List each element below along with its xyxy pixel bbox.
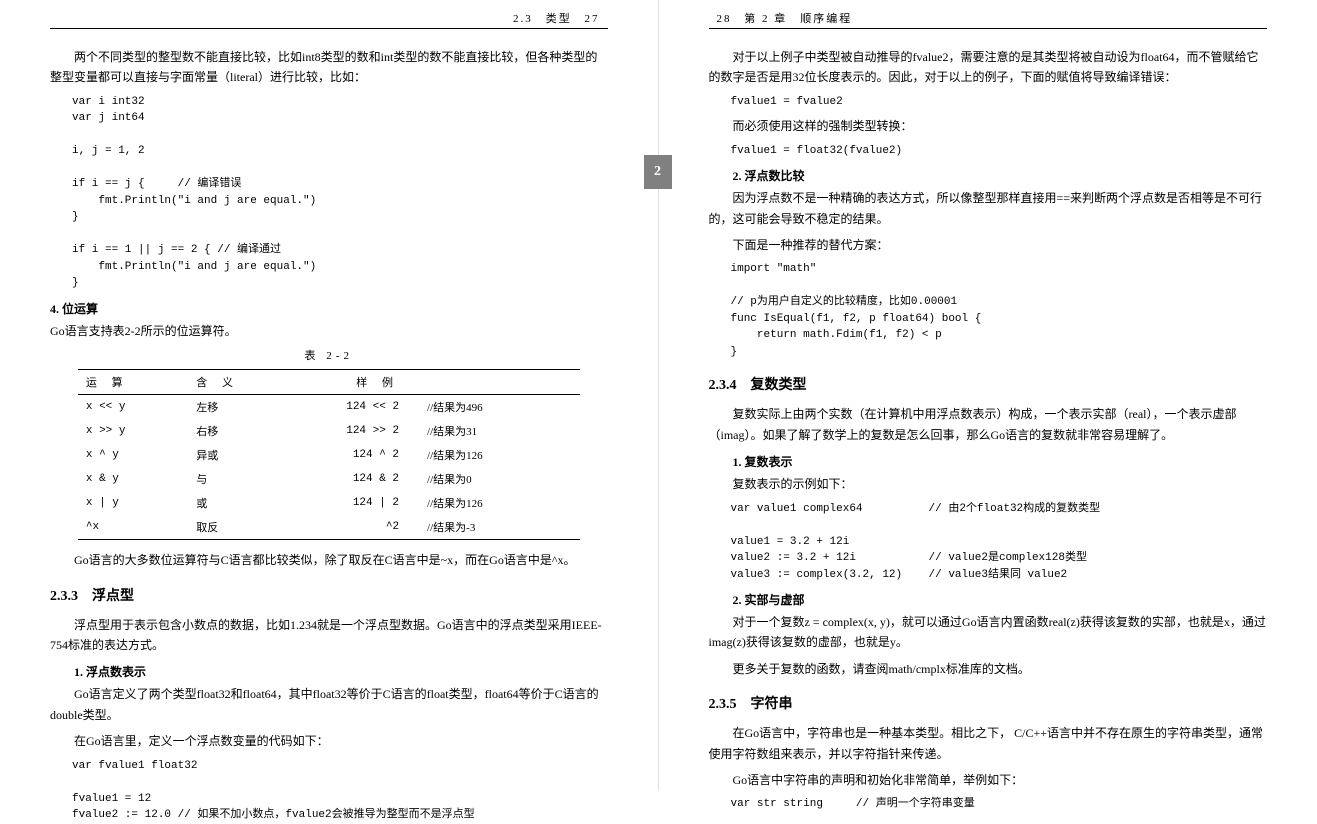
paragraph: Go语言定义了两个类型float32和float64，其中float32等价于C… <box>50 684 608 725</box>
paragraph: Go语言中字符串的声明和初始化非常简单，举例如下： <box>709 770 1268 790</box>
table-row: x >> y右移124 >> 2//结果为31 <box>78 419 580 443</box>
table-header: 运 算 <box>78 370 188 395</box>
table-cell: 与 <box>188 467 278 491</box>
paragraph: 对于一个复数z = complex(x, y)，就可以通过Go语言内置函数rea… <box>709 612 1268 653</box>
table-header <box>419 370 580 395</box>
table-cell: //结果为126 <box>419 443 580 467</box>
table-cell: //结果为496 <box>419 395 580 420</box>
table-row: x << y左移124 << 2//结果为496 <box>78 395 580 420</box>
paragraph: 复数表示的示例如下： <box>709 474 1268 494</box>
header-section: 2.3 类型 <box>513 13 572 25</box>
page-right: 28 第 2 章 顺序编程 对于以上例子中类型被自动推导的fvalue2，需要注… <box>659 0 1317 790</box>
page-number: 27 <box>585 13 600 25</box>
code-block: fvalue1 = float32(fvalue2) <box>731 143 1268 160</box>
section-title: 4. 位运算 <box>50 300 608 317</box>
paragraph: 下面是一种推荐的替代方案： <box>709 235 1268 255</box>
header-section: 第 2 章 顺序编程 <box>744 13 852 25</box>
paragraph: 浮点型用于表示包含小数点的数据，比如1.234就是一个浮点型数据。Go语言中的浮… <box>50 615 608 656</box>
paragraph: 在Go语言里，定义一个浮点数变量的代码如下： <box>50 731 608 751</box>
paragraph: 复数实际上由两个实数（在计算机中用浮点数表示）构成，一个表示实部（real），一… <box>709 404 1268 445</box>
table-row: ^x取反^2//结果为-3 <box>78 515 580 540</box>
table-cell: 124 & 2 <box>279 467 419 491</box>
table-caption: 表 2-2 <box>50 347 608 363</box>
table-cell: 124 ^ 2 <box>279 443 419 467</box>
table-cell: 124 >> 2 <box>279 419 419 443</box>
table-cell: ^x <box>78 515 188 540</box>
table-cell: //结果为0 <box>419 467 580 491</box>
paragraph: 对于以上例子中类型被自动推导的fvalue2，需要注意的是其类型将被自动设为fl… <box>709 47 1268 88</box>
page-header-right: 28 第 2 章 顺序编程 <box>709 10 1268 29</box>
paragraph: 在Go语言中，字符串也是一种基本类型。相比之下， C/C++语言中并不存在原生的… <box>709 723 1268 764</box>
code-block: import "math" // p为用户自定义的比较精度，比如0.00001 … <box>731 261 1268 360</box>
code-block: fvalue1 = fvalue2 <box>731 94 1268 111</box>
table-header: 含 义 <box>188 370 278 395</box>
table-cell: //结果为-3 <box>419 515 580 540</box>
table-cell: x & y <box>78 467 188 491</box>
table-cell: x << y <box>78 395 188 420</box>
table-cell: 或 <box>188 491 278 515</box>
bitop-table: 运 算 含 义 样 例 x << y左移124 << 2//结果为496x >>… <box>78 369 580 540</box>
table-cell: //结果为126 <box>419 491 580 515</box>
table-cell: 取反 <box>188 515 278 540</box>
table-cell: 右移 <box>188 419 278 443</box>
table-cell: 左移 <box>188 395 278 420</box>
section-title: 2. 浮点数比较 <box>733 167 1268 184</box>
code-block: var i int32 var j int64 i, j = 1, 2 if i… <box>72 94 608 292</box>
section-title: 2. 实部与虚部 <box>733 591 1268 608</box>
table-row: x | y或124 | 2//结果为126 <box>78 491 580 515</box>
table-row: x & y与124 & 2//结果为0 <box>78 467 580 491</box>
table-cell: 124 | 2 <box>279 491 419 515</box>
code-block: var fvalue1 float32 fvalue1 = 12 fvalue2… <box>72 758 608 824</box>
page-left: 2.3 类型 27 2 两个不同类型的整型数不能直接比较，比如int8类型的数和… <box>0 0 659 790</box>
paragraph: Go语言支持表2-2所示的位运算符。 <box>50 321 608 341</box>
table-cell: x | y <box>78 491 188 515</box>
table-row: x ^ y异或124 ^ 2//结果为126 <box>78 443 580 467</box>
paragraph: Go语言的大多数位运算符与C语言都比较类似，除了取反在C语言中是~x，而在Go语… <box>50 550 608 570</box>
section-title: 1. 浮点数表示 <box>74 663 608 680</box>
code-block: var value1 complex64 // 由2个float32构成的复数类… <box>731 501 1268 584</box>
paragraph: 因为浮点数不是一种精确的表达方式，所以像整型那样直接用==来判断两个浮点数是否相… <box>709 188 1268 229</box>
table-cell: x >> y <box>78 419 188 443</box>
table-cell: 124 << 2 <box>279 395 419 420</box>
paragraph: 而必须使用这样的强制类型转换： <box>709 116 1268 136</box>
table-cell: ^2 <box>279 515 419 540</box>
page-header-left: 2.3 类型 27 <box>50 10 608 29</box>
table-cell: //结果为31 <box>419 419 580 443</box>
section-title: 1. 复数表示 <box>733 453 1268 470</box>
code-block: var str string // 声明一个字符串变量 <box>731 796 1268 813</box>
table-cell: 异或 <box>188 443 278 467</box>
page-number: 28 <box>717 13 732 25</box>
h3-title: 2.3.4 复数类型 <box>709 374 1268 394</box>
paragraph: 更多关于复数的函数，请查阅math/cmplx标准库的文档。 <box>709 659 1268 679</box>
h3-title: 2.3.3 浮点型 <box>50 585 608 605</box>
table-header: 样 例 <box>279 370 419 395</box>
h3-title: 2.3.5 字符串 <box>709 693 1268 713</box>
paragraph: 两个不同类型的整型数不能直接比较，比如int8类型的数和int类型的数不能直接比… <box>50 47 608 88</box>
table-cell: x ^ y <box>78 443 188 467</box>
